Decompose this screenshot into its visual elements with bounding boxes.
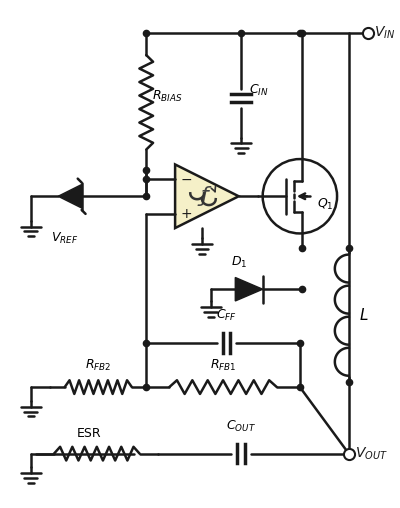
Text: ESR: ESR <box>77 427 102 440</box>
Polygon shape <box>58 184 82 208</box>
Text: $D_1$: $D_1$ <box>231 255 247 270</box>
Text: $L$: $L$ <box>359 307 368 323</box>
Text: $V_{OUT}$: $V_{OUT}$ <box>355 446 388 462</box>
Text: $R_{BIAS}$: $R_{BIAS}$ <box>152 89 183 104</box>
Text: $\mathit{ƒ}$: $\mathit{ƒ}$ <box>197 184 213 208</box>
Text: $-$: $-$ <box>180 172 192 185</box>
Text: $C_{IN}$: $C_{IN}$ <box>249 83 269 98</box>
Text: $R_{FB2}$: $R_{FB2}$ <box>85 358 112 373</box>
Text: $C_{OUT}$: $C_{OUT}$ <box>226 419 256 434</box>
Text: $R_{FB1}$: $R_{FB1}$ <box>210 358 236 373</box>
Text: $V_{REF}$: $V_{REF}$ <box>51 231 79 245</box>
Text: $Q_1$: $Q_1$ <box>318 197 334 212</box>
Polygon shape <box>235 277 263 301</box>
Text: $+$: $+$ <box>180 207 192 221</box>
Text: $V_{IN}$: $V_{IN}$ <box>374 24 396 41</box>
Text: $C_{FF}$: $C_{FF}$ <box>216 308 237 324</box>
Polygon shape <box>175 165 239 228</box>
